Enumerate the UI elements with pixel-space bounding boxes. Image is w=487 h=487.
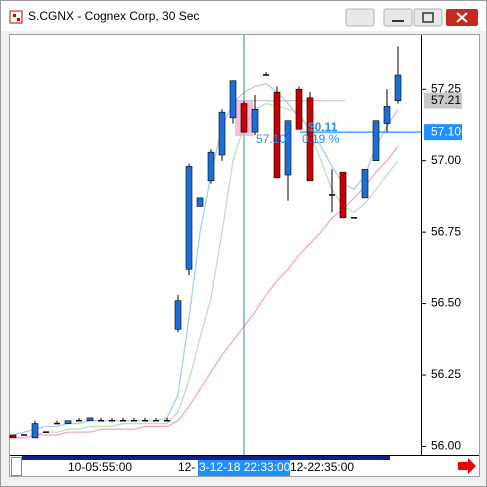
y-tick-label: 57.25 — [431, 81, 461, 95]
candle-body — [31, 423, 39, 439]
candle-body — [306, 97, 314, 182]
candle-body — [229, 80, 237, 119]
y-tick-label: 56.25 — [431, 367, 461, 381]
moving-average — [13, 102, 399, 439]
candle-body — [240, 103, 248, 133]
maximize-button[interactable] — [413, 8, 443, 27]
candle-body — [394, 74, 402, 102]
candle-body — [372, 120, 380, 162]
candle-body — [383, 106, 391, 124]
close-icon — [456, 12, 468, 23]
scroll-box[interactable] — [11, 457, 22, 476]
candle-body — [284, 120, 292, 176]
window-title: S.CGNX - Cognex Corp, 30 Sec — [28, 9, 199, 23]
candle-body — [9, 434, 17, 439]
price-marker-box — [424, 124, 462, 141]
x-tick-label: 3-12-18 22:33:00 — [199, 460, 291, 474]
change-label: $0.11 — [308, 120, 338, 134]
candle-body — [64, 420, 72, 424]
scroll-right-arrow[interactable] — [458, 458, 476, 474]
minimize-button[interactable] — [383, 8, 413, 27]
app-icon-dot — [17, 18, 20, 21]
moving-average — [13, 146, 399, 439]
price-marker-label: 57.10 — [431, 124, 461, 138]
y-tick-label: 56.00 — [431, 439, 461, 453]
candle-body — [174, 300, 182, 330]
candle-body — [86, 417, 94, 422]
y-tick-label: 56.75 — [431, 224, 461, 238]
y-tick-label: 57.00 — [431, 153, 461, 167]
cursor-price-label: 57.10 — [256, 132, 286, 146]
scroll-bar[interactable] — [22, 456, 390, 460]
x-tick-label: 12-22:35:00 — [290, 460, 354, 474]
candle-body — [196, 197, 204, 207]
candle-body — [185, 166, 193, 270]
x-tick-label: 10-05:55:00 — [68, 460, 132, 474]
x-label-highlight — [198, 460, 290, 476]
y-tick-label: 56.50 — [431, 296, 461, 310]
price-marker-label: 57.21 — [431, 93, 461, 107]
candle-body — [361, 168, 369, 199]
app-icon-dot — [13, 14, 16, 17]
candle-body — [295, 88, 303, 130]
maximize-icon — [422, 12, 434, 23]
change-percent-label: 0.19 % — [302, 132, 340, 146]
candle-body — [251, 108, 259, 133]
candle-body — [207, 151, 215, 182]
candle-body — [339, 171, 347, 219]
link-button[interactable] — [345, 8, 375, 27]
x-tick-label: 12- — [178, 460, 195, 474]
candle-body — [273, 91, 281, 179]
price-marker-box — [424, 92, 462, 109]
moving-average — [12, 82, 399, 436]
candle-body — [218, 111, 226, 156]
